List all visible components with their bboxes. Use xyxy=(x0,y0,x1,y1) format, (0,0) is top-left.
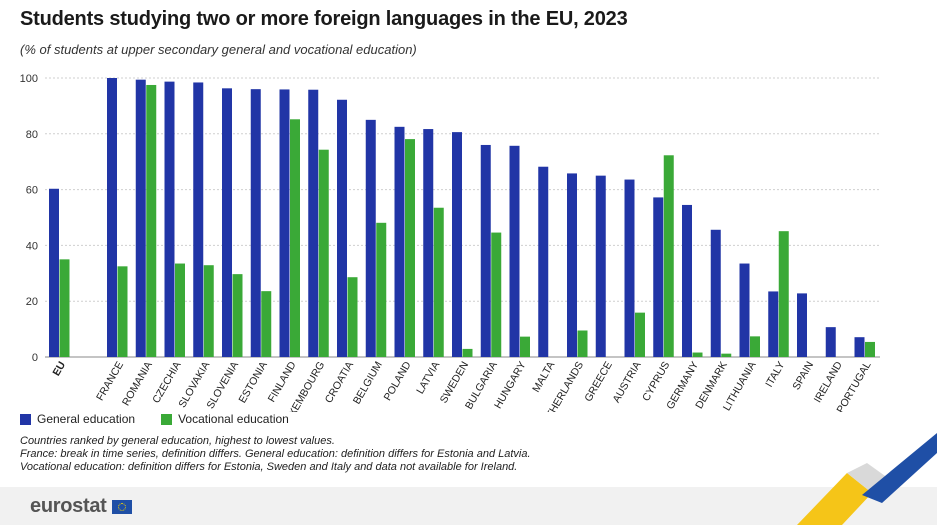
bar-general-finland xyxy=(279,89,290,358)
x-category-label: POLAND xyxy=(382,359,414,403)
x-category-label: AUSTRIA xyxy=(610,360,643,405)
eu-flag-icon xyxy=(111,499,132,514)
bar-general-luxembourg xyxy=(308,89,319,357)
y-tick-label: 0 xyxy=(32,352,38,364)
bar-general-latvia xyxy=(423,129,434,357)
bar-vocational-croatia xyxy=(347,277,358,357)
bar-general-germany xyxy=(682,204,692,357)
chart-notes: Countries ranked by general education, h… xyxy=(20,435,531,474)
bar-general-france xyxy=(107,78,117,357)
bar-general-romania xyxy=(135,79,146,357)
y-tick-label: 60 xyxy=(26,185,38,197)
bar-general-estonia xyxy=(250,89,261,357)
bar-vocational-bulgaria xyxy=(491,232,502,357)
legend-item-general: General education xyxy=(20,412,135,426)
bar-vocational-luxembourg xyxy=(318,149,329,357)
bar-vocational-denmark xyxy=(721,353,732,357)
legend-label-vocational: Vocational education xyxy=(178,412,289,426)
decorative-swoosh-icon xyxy=(797,433,937,525)
bar-vocational-germany xyxy=(692,352,703,357)
bar-vocational-latvia xyxy=(433,207,444,357)
bar-general-bulgaria xyxy=(480,144,491,357)
x-category-label: ITALY xyxy=(763,360,787,390)
x-category-label: GREECE xyxy=(582,360,615,404)
bar-vocational-italy xyxy=(778,231,789,357)
logo-text: eurostat xyxy=(30,495,107,517)
bar-vocational-cyprus xyxy=(663,155,674,357)
bar-general-malta xyxy=(538,166,549,357)
x-category-label: CYPRUS xyxy=(640,360,672,404)
y-tick-label: 100 xyxy=(20,73,38,85)
legend-item-vocational: Vocational education xyxy=(161,412,289,426)
bar-general-hungary xyxy=(509,145,520,357)
note-line-3: Vocational education: definition differs… xyxy=(20,461,518,473)
bar-vocational-austria xyxy=(635,312,645,357)
footer-bar xyxy=(0,487,937,525)
bar-vocational-czechia xyxy=(175,263,185,357)
bar-vocational-slovakia xyxy=(203,265,214,357)
y-tick-label: 40 xyxy=(26,240,38,252)
bar-general-poland xyxy=(394,126,405,357)
bar-vocational-lithuania xyxy=(750,336,760,357)
bar-vocational-netherlands xyxy=(577,330,588,357)
bar-vocational-france xyxy=(117,266,128,357)
bar-general-denmark xyxy=(710,229,721,357)
x-category-label: EU xyxy=(50,360,68,379)
note-line-2: France: break in time series, definition… xyxy=(20,448,531,460)
bar-general-italy xyxy=(768,291,779,357)
chart-subtitle: (% of students at upper secondary genera… xyxy=(20,42,417,57)
bar-general-cyprus xyxy=(653,197,664,357)
bar-general-greece xyxy=(595,175,606,357)
bar-general-ireland xyxy=(825,327,836,357)
bar-general-austria xyxy=(624,179,635,357)
bar-general-slovakia xyxy=(193,82,204,358)
x-category-label: BELGIUM xyxy=(351,360,385,407)
eurostat-logo[interactable]: eurostat xyxy=(30,495,132,518)
bar-vocational-hungary xyxy=(520,336,530,357)
bar-general-croatia xyxy=(337,99,347,358)
swoosh-blue-stripe xyxy=(862,433,937,503)
bar-general-czechia xyxy=(164,81,175,357)
x-category-label: MALTA xyxy=(530,360,557,395)
x-category-label: FRANCE xyxy=(94,360,126,403)
bar-general-eu xyxy=(49,188,59,357)
bar-vocational-finland xyxy=(290,119,300,358)
bar-general-spain xyxy=(797,293,807,357)
bar-general-sweden xyxy=(452,132,462,357)
bar-vocational-portugal xyxy=(865,341,875,357)
bar-general-lithuania xyxy=(739,263,750,357)
bar-general-belgium xyxy=(365,119,376,357)
bar-vocational-estonia xyxy=(261,291,272,357)
bar-vocational-slovenia xyxy=(232,274,243,357)
legend-label-general: General education xyxy=(37,412,136,426)
bar-vocational-poland xyxy=(405,139,415,357)
legend: General education Vocational education xyxy=(20,412,289,426)
legend-swatch-vocational xyxy=(161,413,173,425)
swoosh-yellow-stripe xyxy=(797,473,872,525)
x-category-label: SPAIN xyxy=(790,360,816,393)
chart-title: Students studying two or more foreign la… xyxy=(20,8,628,30)
y-tick-label: 20 xyxy=(26,296,38,308)
y-tick-label: 80 xyxy=(26,129,38,141)
bar-general-portugal xyxy=(854,337,865,357)
x-category-label: LATVIA xyxy=(414,360,442,397)
bar-vocational-belgium xyxy=(376,222,387,357)
legend-swatch-general xyxy=(20,413,31,425)
bar-general-slovenia xyxy=(222,88,232,357)
bar-vocational-romania xyxy=(146,84,157,357)
note-line-1: Countries ranked by general education, h… xyxy=(20,435,335,447)
bar-general-netherlands xyxy=(567,173,577,357)
bar-vocational-eu xyxy=(59,259,70,357)
bar-vocational-sweden xyxy=(462,348,473,357)
